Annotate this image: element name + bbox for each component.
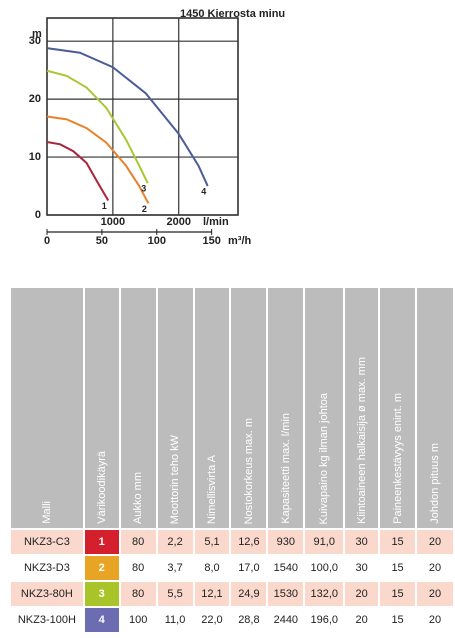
table-cell: 12,6 — [231, 530, 267, 554]
header-text: Nostokorkeus max. m — [242, 417, 255, 524]
y-tick-label: 30 — [29, 35, 41, 47]
table-cell: 22,0 — [194, 608, 230, 632]
chart-title: 1450 Kierrosta minu — [180, 8, 285, 20]
y-tick-label: 0 — [35, 209, 41, 221]
table-cell: NKZ3-100H — [11, 608, 83, 632]
header-text: Moottorin teho kW — [169, 434, 182, 524]
header-text: Kiintoaineen halkaisija ø max. mm — [355, 357, 368, 524]
table-cell: 100,0 — [305, 556, 344, 580]
header-text: Kapasiteetti max. l/min — [279, 413, 292, 524]
table-cell: 20 — [417, 530, 453, 554]
table-cell: 30 — [345, 530, 379, 554]
table-cell: 132,0 — [305, 582, 344, 606]
spec-table: Malli Värikoodikäyrä Aukko mm Moottorin teh… — [9, 286, 455, 634]
curve — [46, 141, 110, 202]
table-cell: 20 — [417, 582, 453, 606]
curve — [46, 47, 209, 187]
table-cell: 12,1 — [194, 582, 230, 606]
table-cell: 28,8 — [231, 608, 267, 632]
header-text: Nimellisvirta A — [205, 454, 218, 524]
table-cell: 3,7 — [157, 556, 193, 580]
table-cell: 20 — [417, 556, 453, 580]
color-code-cell: 4 — [84, 608, 119, 632]
header-cell: Aukko mm — [120, 288, 156, 528]
curve-label: 3 — [141, 184, 146, 194]
table-cell: 20 — [417, 608, 453, 632]
table-cell: 196,0 — [305, 608, 344, 632]
x2-tick-label: 150 — [202, 235, 220, 247]
table-cell: NKZ3-80H — [11, 582, 83, 606]
x2-tick-label: 50 — [96, 235, 108, 247]
x2-axis-label: m³/h — [228, 235, 252, 247]
header-cell: Malli — [11, 288, 83, 528]
table-row: NKZ3-80H 3 80 5,5 12,1 24,9 1530 132,0 20 15 20 — [11, 582, 453, 606]
header-text: Aukko mm — [132, 472, 145, 524]
table-cell: 15 — [380, 608, 416, 632]
table-cell: 8,0 — [194, 556, 230, 580]
curve-label: 2 — [142, 204, 147, 214]
header-text: Malli — [40, 501, 53, 524]
table-cell: 24,9 — [231, 582, 267, 606]
table-row: NKZ3-C3 1 80 2,2 5,1 12,6 930 91,0 30 15 20 — [11, 530, 453, 554]
table-cell: 80 — [120, 556, 156, 580]
table-cell: NKZ3-D3 — [11, 556, 83, 580]
color-code-cell: 3 — [84, 582, 119, 606]
x-tick-label: 2000 — [166, 216, 190, 228]
table-cell: 11,0 — [157, 608, 193, 632]
header-cell: Värikoodikäyrä — [84, 288, 119, 528]
table-cell: NKZ3-C3 — [11, 530, 83, 554]
table-cell: 100 — [120, 608, 156, 632]
curve-label: 4 — [201, 186, 206, 196]
header-cell: Paineenkestävyys enint. m — [380, 288, 416, 528]
curve — [46, 115, 150, 204]
table-cell: 80 — [120, 582, 156, 606]
x-tick-label: 1000 — [101, 216, 125, 228]
table-cell: 80 — [120, 530, 156, 554]
color-code-cell: 2 — [84, 556, 119, 580]
table-row: NKZ3-100H 4 100 11,0 22,0 28,8 2440 196,0 20 15 20 — [11, 608, 453, 632]
header-text: Johdon pituus m — [429, 443, 441, 524]
table-cell: 30 — [345, 556, 379, 580]
table-cell: 20 — [345, 608, 379, 632]
table-cell: 20 — [345, 582, 379, 606]
table-cell: 1540 — [268, 556, 304, 580]
curve-label: 1 — [102, 201, 107, 211]
table-cell: 15 — [380, 556, 416, 580]
y-tick-label: 20 — [29, 93, 41, 105]
table-cell: 15 — [380, 530, 416, 554]
table-cell: 15 — [380, 582, 416, 606]
x-axis-label: l/min — [203, 216, 229, 228]
table-cell: 17,0 — [231, 556, 267, 580]
header-cell: Nimellisvirta A — [194, 288, 230, 528]
curve — [46, 69, 149, 184]
header-cell: Nostokorkeus max. m — [231, 288, 267, 528]
table-cell: 1530 — [268, 582, 304, 606]
header-cell: Kapasiteetti max. l/min — [268, 288, 304, 528]
header-cell: Kuivapaino kg ilman johtoa — [305, 288, 344, 528]
table-cell: 2440 — [268, 608, 304, 632]
table-cell: 5,1 — [194, 530, 230, 554]
header-cell: Johdon pituus m — [417, 288, 453, 528]
x2-tick-label: 0 — [44, 235, 50, 247]
x2-tick-label: 100 — [148, 235, 166, 247]
table-row: NKZ3-D3 2 80 3,7 8,0 17,0 1540 100,0 30 15 20 — [11, 556, 453, 580]
header-text: Värikoodikäyrä — [95, 451, 108, 524]
y-tick-label: 10 — [29, 151, 41, 163]
table-cell: 5,5 — [157, 582, 193, 606]
chart: 1450 Kierrosta minu m l/min m³/h 0102030… — [29, 8, 285, 247]
header-cell: Moottorin teho kW — [157, 288, 193, 528]
header-text: Paineenkestävyys enint. m — [391, 393, 404, 524]
header-cell: Kiintoaineen halkaisija ø max. mm — [345, 288, 379, 528]
table-cell: 2,2 — [157, 530, 193, 554]
table-cell: 930 — [268, 530, 304, 554]
table-cell: 91,0 — [305, 530, 344, 554]
header-text: Kuivapaino kg ilman johtoa — [318, 392, 331, 524]
color-code-cell: 1 — [84, 530, 119, 554]
y-axis-label: m — [32, 28, 42, 40]
